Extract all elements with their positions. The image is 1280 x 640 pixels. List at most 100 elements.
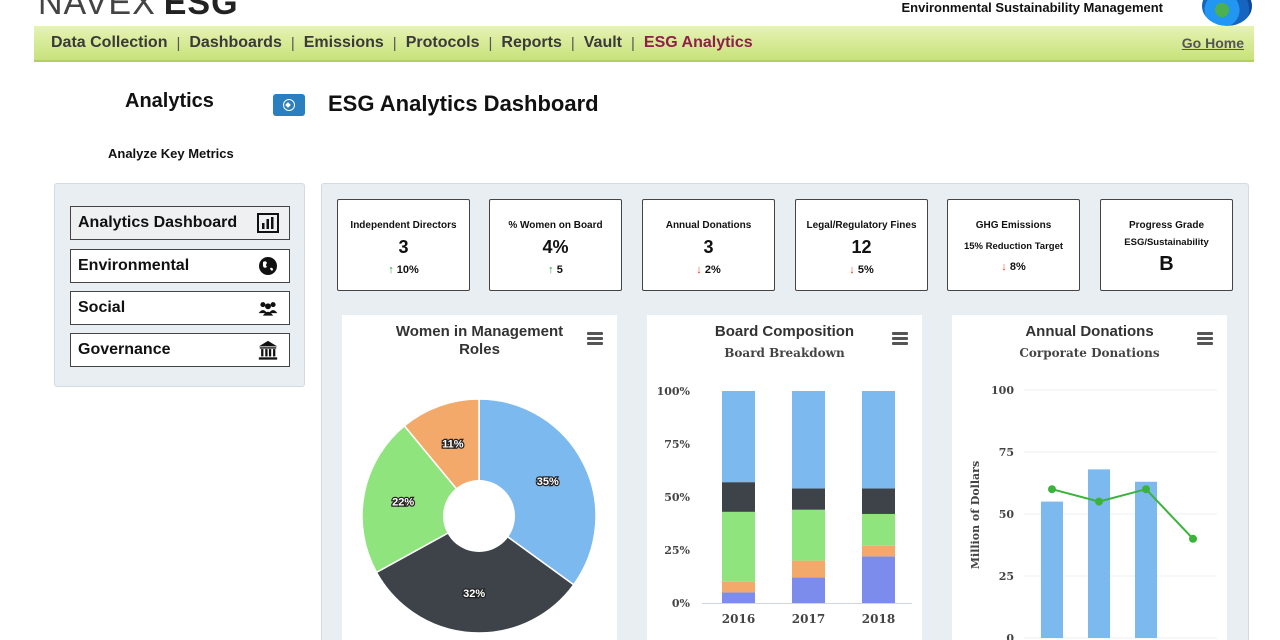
y-tick-label: 100 <box>991 384 1014 397</box>
chart-subtitle: Corporate Donations <box>1019 346 1160 360</box>
nav-vault[interactable]: Vault <box>583 34 622 51</box>
x-tick-label: 2017 <box>792 612 825 626</box>
nav-emissions[interactable]: Emissions <box>303 34 384 51</box>
pie-slice <box>361 424 481 574</box>
chart-title: Women in Management Roles <box>395 323 564 358</box>
chart-card-women-management: 35% 32% 22% 11% Women in Management Roles <box>342 315 617 640</box>
globe-icon <box>257 256 279 276</box>
nav-data-collection[interactable]: Data Collection <box>51 34 168 51</box>
chart-menu-icon[interactable] <box>892 332 908 345</box>
pie-slice-label: 35% <box>537 476 559 488</box>
trend-point <box>1095 497 1103 506</box>
nav-separator: | <box>488 34 493 52</box>
y-tick-label: 50 <box>999 508 1015 521</box>
trend-point <box>1142 485 1150 494</box>
nav-dashboards[interactable]: Dashboards <box>189 34 282 51</box>
nav-separator: | <box>570 34 575 52</box>
kpi-value: 3 <box>398 237 409 257</box>
x-tick-label: 2018 <box>862 612 895 626</box>
stacked-bar-segment <box>792 577 825 603</box>
pie-slice-label: 22% <box>392 497 414 509</box>
nav-protocols[interactable]: Protocols <box>405 34 480 51</box>
kpi-sublabel: 15% Reduction Target <box>963 241 1064 252</box>
kpi-trend-value: 10% <box>396 264 419 276</box>
app-tagline: Environmental Sustainability Management <box>901 0 1164 15</box>
sidebar-item-analytics-dashboard[interactable]: Analytics Dashboard <box>70 206 290 240</box>
kpi-label: Legal/Regulatory Fines <box>806 220 917 231</box>
building-icon <box>257 340 279 360</box>
donation-bar <box>1135 481 1157 638</box>
kpi-legal-fines[interactable]: Legal/Regulatory Fines 12 ↓ 5% <box>795 199 928 291</box>
sidebar-item-label: Environmental <box>78 257 190 274</box>
kpi-ghg-emissions[interactable]: GHG Emissions 15% Reduction Target ↓ 8% <box>947 199 1080 291</box>
sidebar-item-environmental[interactable]: Environmental <box>70 249 290 283</box>
kpi-trend: ↓ 5% <box>796 264 927 276</box>
stacked-bar-segment <box>722 391 755 483</box>
chart-menu-icon[interactable] <box>587 332 603 345</box>
arrow-down-icon: ↓ <box>849 264 855 276</box>
kpi-independent-directors[interactable]: Independent Directors 3 ↑ 10% <box>337 199 470 291</box>
y-tick-label: 25% <box>664 544 690 557</box>
stacked-bar-segment <box>722 482 755 512</box>
trend-point <box>1189 534 1197 543</box>
chart-title: Board Composition <box>714 323 855 340</box>
chart-subtitle: Board Breakdown <box>724 346 845 360</box>
kpi-label: GHG Emissions <box>975 220 1052 231</box>
kpi-trend: ↓ 2% <box>643 264 774 276</box>
circle-arrow-icon <box>283 99 295 111</box>
section-title: Analytics <box>125 90 214 112</box>
pie-chart: 35% 32% 22% 11% <box>361 398 597 634</box>
kpi-label: Progress Grade <box>1128 220 1205 231</box>
donation-bar <box>1088 469 1110 638</box>
kpi-trend: ↑ 5 <box>490 264 621 276</box>
globe-logo-icon <box>1202 0 1252 26</box>
kpi-value: 3 <box>703 237 714 257</box>
people-icon <box>257 298 279 318</box>
sidebar-item-label: Social <box>78 299 126 316</box>
pie-slice <box>478 398 597 586</box>
sidebar: Analytics Dashboard Environmental Social… <box>54 183 305 387</box>
bar-chart-icon <box>257 213 279 233</box>
trend-line <box>1051 488 1194 540</box>
nav-esg-analytics[interactable]: ESG Analytics <box>643 34 753 51</box>
section-subtitle: Analyze Key Metrics <box>108 146 234 161</box>
stacked-bar-segment <box>862 391 895 489</box>
kpi-women-on-board[interactable]: % Women on Board 4% ↑ 5 <box>489 199 622 291</box>
x-tick-label: 2016 <box>722 612 755 626</box>
kpi-value: 4% <box>542 237 569 257</box>
stacked-bar-segment <box>722 511 755 582</box>
donut-hole <box>443 480 515 552</box>
nav-reports[interactable]: Reports <box>501 34 562 51</box>
navex-logo[interactable]: NAVEX ESG <box>38 0 239 23</box>
sidebar-item-label: Governance <box>78 341 171 358</box>
kpi-annual-donations[interactable]: Annual Donations 3 ↓ 2% <box>642 199 775 291</box>
kpi-trend: ↑ 10% <box>338 264 469 276</box>
chart-title: Annual Donations <box>1025 323 1154 340</box>
y-tick-label: 75 <box>999 446 1014 459</box>
stacked-bar-segment <box>862 513 895 546</box>
y-tick-label: 100% <box>657 385 691 398</box>
nav-separator: | <box>630 34 635 52</box>
sidebar-item-label: Analytics Dashboard <box>78 214 238 231</box>
collapse-button[interactable] <box>273 94 305 116</box>
kpi-trend-value: 2% <box>704 264 721 276</box>
y-axis-label: Million of Dollars <box>969 461 982 569</box>
stacked-bar-segment <box>862 488 895 514</box>
kpi-progress-grade[interactable]: Progress Grade ESG/Sustainability B <box>1100 199 1233 291</box>
stacked-bar-segment <box>792 391 825 489</box>
go-home-link[interactable]: Go Home <box>1181 35 1244 51</box>
y-tick-label: 0 <box>1006 632 1014 640</box>
stacked-bar-segment <box>862 556 895 603</box>
stacked-bar-segment <box>722 581 755 593</box>
sidebar-item-governance[interactable]: Governance <box>70 333 290 367</box>
sidebar-item-social[interactable]: Social <box>70 291 290 325</box>
kpi-label: Annual Donations <box>665 220 752 231</box>
chart-menu-icon[interactable] <box>1197 332 1213 345</box>
logo-text-light: NAVEX <box>38 0 156 22</box>
kpi-value: 12 <box>851 237 872 257</box>
stacked-bar-segment <box>792 488 825 510</box>
y-tick-label: 75% <box>664 438 690 451</box>
stacked-bar-chart: 0% 25% 50% 75% 100% 2016 2017 2018 <box>657 385 912 626</box>
arrow-up-icon: ↑ <box>548 264 554 276</box>
nav-separator: | <box>392 34 397 52</box>
